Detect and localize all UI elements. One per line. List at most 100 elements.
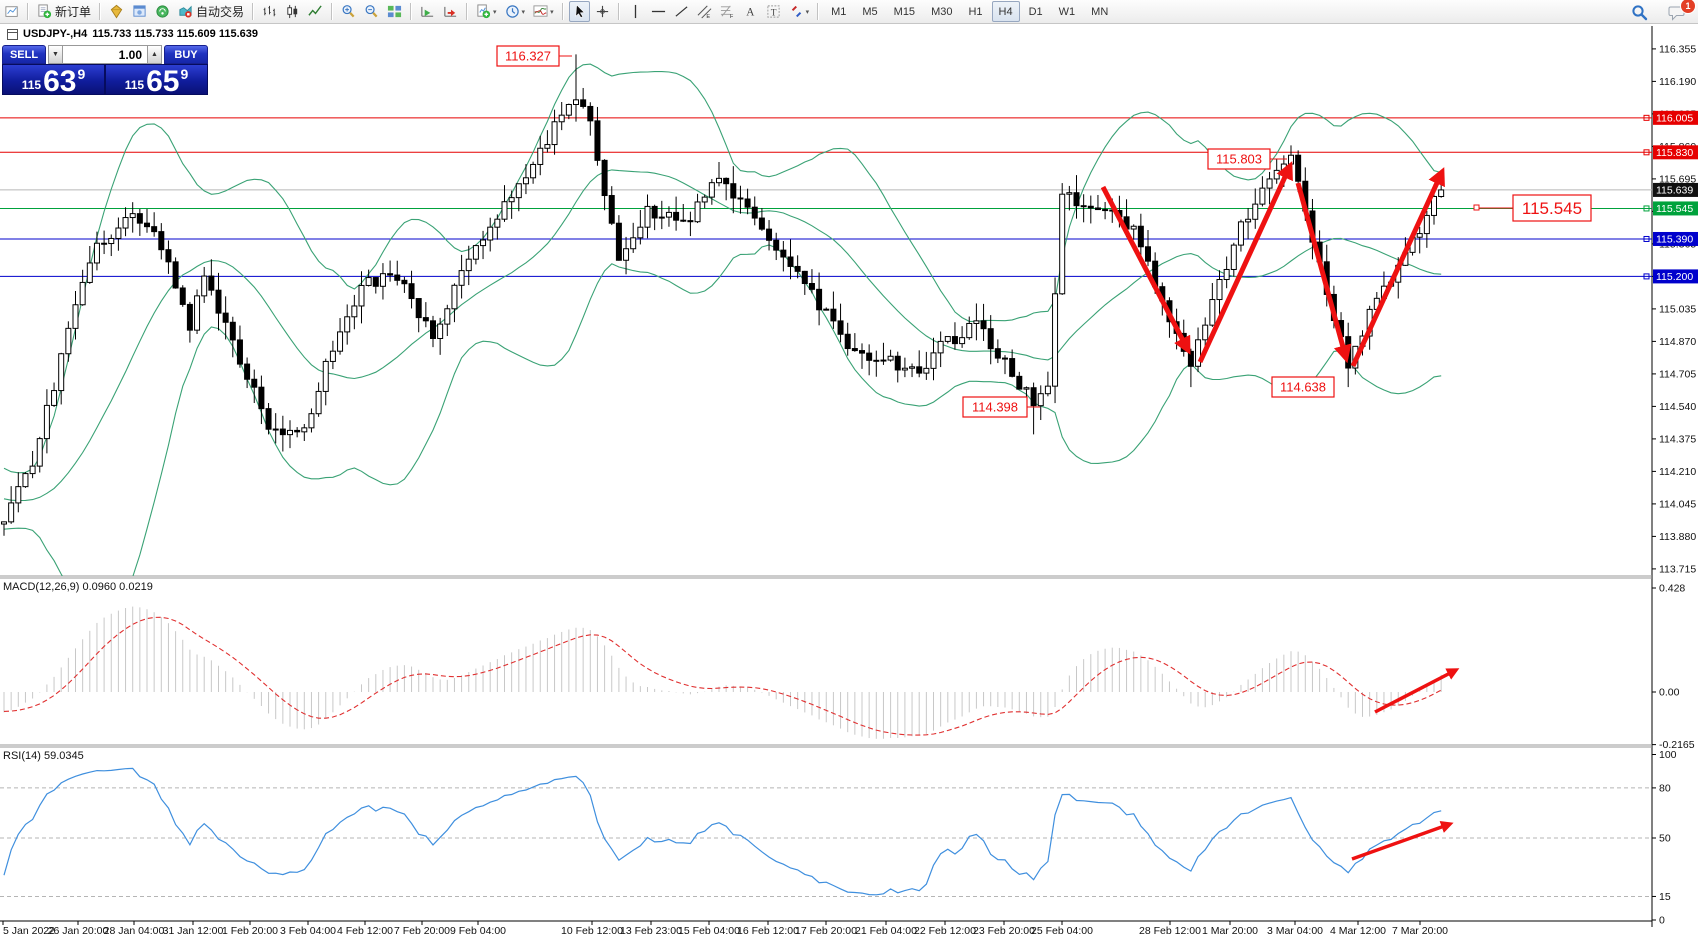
svg-text:13 Feb 23:00: 13 Feb 23:00 [620, 925, 682, 937]
svg-text:4 Mar 12:00: 4 Mar 12:00 [1330, 925, 1386, 937]
svg-text:114.210: 114.210 [1659, 466, 1696, 478]
autotrading-button[interactable]: 自动交易 [175, 1, 247, 22]
svg-text:25 Feb 04:00: 25 Feb 04:00 [1031, 925, 1093, 937]
auto-scroll-button[interactable] [417, 1, 438, 22]
svg-text:100: 100 [1659, 749, 1677, 761]
svg-text:115.803: 115.803 [1216, 152, 1262, 167]
timeframe-h4-button-label: H4 [998, 5, 1013, 18]
rsi-indicator: 100 80 50 15 0 [0, 749, 1677, 927]
indicators-icon [533, 4, 548, 19]
svg-text:17 Feb 20:00: 17 Feb 20:00 [795, 925, 857, 937]
crosshair-icon [595, 4, 610, 19]
zoom-in-button[interactable] [338, 1, 359, 22]
navigator-button[interactable] [152, 1, 173, 22]
volume-decrease-button[interactable]: ▼ [48, 45, 63, 64]
volume-increase-button[interactable]: ▲ [147, 45, 162, 64]
volume-input[interactable]: 1.00 [63, 45, 147, 64]
equidistant-channel-button[interactable]: E [694, 1, 715, 22]
buy-button[interactable]: BUY [164, 45, 208, 64]
toolbar-separator [410, 3, 413, 20]
dropdown-arrow-icon: ▾ [521, 8, 526, 16]
svg-text:0.00: 0.00 [1659, 687, 1680, 699]
chart-shift-button[interactable] [440, 1, 461, 22]
svg-text:21 Feb 04:00: 21 Feb 04:00 [855, 925, 917, 937]
buy-price-display[interactable]: 115 65 9 [106, 65, 207, 94]
annotations[interactable]: 116.327 115.803 114.638 114.398 115.545 [496, 45, 1592, 861]
text-button[interactable]: A [740, 1, 761, 22]
svg-text:31 Jan 12:00: 31 Jan 12:00 [163, 925, 224, 937]
toolbar-items: 新订单 自动交易 ▾ ▾ ▾ E F A T ▾ M1 M5 M15 M30 H1 H4 D1 W1 MN [1, 0, 1116, 23]
new-order-icon [37, 4, 52, 19]
svg-text:F: F [729, 14, 733, 19]
annotation-box-115.803 [1207, 148, 1271, 170]
svg-text:113.880: 113.880 [1659, 531, 1696, 543]
notifications-button[interactable]: 1 [1665, 0, 1696, 23]
timeframe-h4-button[interactable]: H4 [991, 1, 1020, 22]
timeframe-m15-button[interactable]: M15 [887, 1, 922, 22]
sell-price-big-figure: 115 [21, 78, 42, 92]
svg-text:116.190: 116.190 [1659, 76, 1696, 88]
timeframe-mn-button[interactable]: MN [1084, 1, 1115, 22]
timeframe-h1-button[interactable]: H1 [961, 1, 989, 22]
chart-window-button[interactable] [2, 1, 22, 22]
new-order-button[interactable]: 新订单 [34, 1, 94, 22]
price-label-115.200 [1653, 269, 1698, 284]
arrows-button[interactable]: ▾ [786, 1, 813, 22]
line-chart-button[interactable] [305, 1, 326, 22]
horizontal-line-button[interactable] [648, 1, 669, 22]
equidistant-channel-icon: E [697, 4, 712, 19]
svg-text:0.428: 0.428 [1659, 582, 1685, 594]
new-order-button-label: 新订单 [55, 5, 92, 19]
text-icon: A [743, 4, 758, 19]
tile-windows-button[interactable] [384, 1, 405, 22]
price-axis: 116.355116.190116.025115.860115.695115.5… [1643, 43, 1698, 575]
timeframe-d1-button[interactable]: D1 [1022, 1, 1050, 22]
line-chart-icon [308, 4, 323, 19]
svg-text:9 Feb 04:00: 9 Feb 04:00 [450, 925, 506, 937]
trendline-button[interactable] [671, 1, 692, 22]
text-label-button[interactable]: T [763, 1, 784, 22]
profiles-button[interactable]: ▾ [502, 1, 529, 22]
cursor-icon [572, 4, 587, 19]
cursor-button[interactable] [568, 1, 590, 22]
new-chart-button[interactable]: ▾ [473, 1, 500, 22]
search-button[interactable] [1628, 2, 1651, 23]
timeframe-w1-button[interactable]: W1 [1052, 1, 1083, 22]
zoom-in-icon [341, 4, 356, 19]
svg-text:23 Feb 20:00: 23 Feb 20:00 [973, 925, 1035, 937]
timeframe-m1-button[interactable]: M1 [824, 1, 853, 22]
bar-chart-button[interactable] [259, 1, 280, 22]
candlesticks [1, 54, 1445, 536]
timeframe-d1-button-label: D1 [1028, 5, 1043, 18]
trend-arrow [1351, 821, 1454, 861]
svg-text:114.705: 114.705 [1659, 368, 1696, 380]
timeframe-m30-button[interactable]: M30 [924, 1, 959, 22]
new-chart-icon [476, 4, 491, 19]
svg-text:113.715: 113.715 [1659, 563, 1696, 575]
volume-control: ▼ 1.00 ▲ [48, 45, 162, 64]
data-window-button[interactable] [129, 1, 150, 22]
vertical-line-button[interactable] [625, 1, 646, 22]
fibonacci-retracement-button[interactable]: F [717, 1, 738, 22]
svg-text:115.545: 115.545 [1656, 203, 1693, 215]
profiles-icon [505, 4, 520, 19]
market-watch-button[interactable] [106, 1, 127, 22]
toolbar-separator [817, 3, 820, 20]
autotrading-button-label: 自动交易 [196, 5, 245, 19]
timeframe-m5-button[interactable]: M5 [855, 1, 884, 22]
chart-window-mini-icon [7, 28, 18, 40]
main-toolbar: 新订单 自动交易 ▾ ▾ ▾ E F A T ▾ M1 M5 M15 M30 H1 H4 D1 W1 MN 1 [0, 0, 1698, 24]
dropdown-arrow-icon: ▾ [805, 8, 810, 16]
buy-price-big-figure: 115 [124, 78, 145, 92]
sell-button[interactable]: SELL [2, 45, 46, 64]
zoom-out-button[interactable] [361, 1, 382, 22]
indicators-button[interactable]: ▾ [530, 1, 557, 22]
sell-price-display[interactable]: 115 63 9 [3, 65, 104, 94]
ohlc-values: 115.733 115.733 115.609 115.639 [92, 28, 258, 40]
candlestick-chart-button[interactable] [282, 1, 303, 22]
timeframe-w1-button-label: W1 [1058, 5, 1076, 18]
svg-text:28 Feb 12:00: 28 Feb 12:00 [1139, 925, 1201, 937]
crosshair-button[interactable] [592, 1, 613, 22]
